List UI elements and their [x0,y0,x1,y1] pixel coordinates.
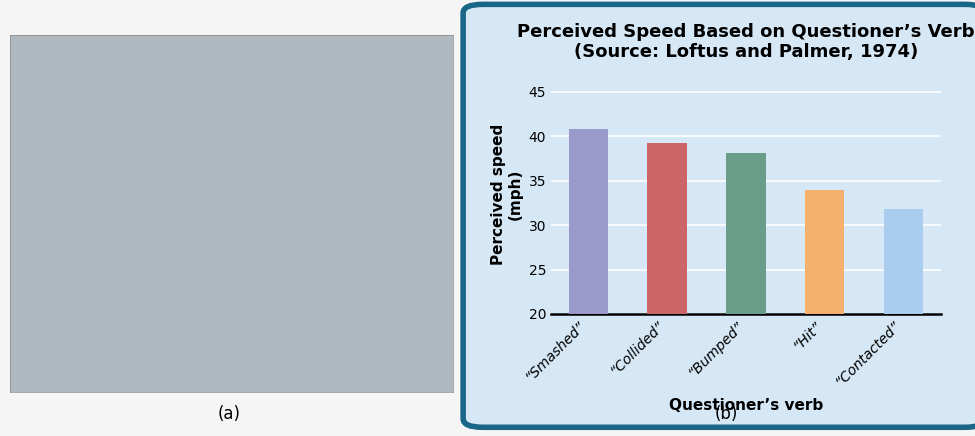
Bar [568,129,608,314]
Text: (b): (b) [715,405,738,423]
Text: (a): (a) [217,405,241,423]
Title: Perceived Speed Based on Questioner’s Verb
(Source: Loftus and Palmer, 1974): Perceived Speed Based on Questioner’s Ve… [517,23,975,61]
Bar [726,153,765,314]
X-axis label: Questioner’s verb: Questioner’s verb [669,398,823,413]
Y-axis label: Perceived speed
(mph): Perceived speed (mph) [490,123,523,265]
Bar [883,209,923,314]
Bar [805,190,844,314]
Bar [647,143,686,314]
